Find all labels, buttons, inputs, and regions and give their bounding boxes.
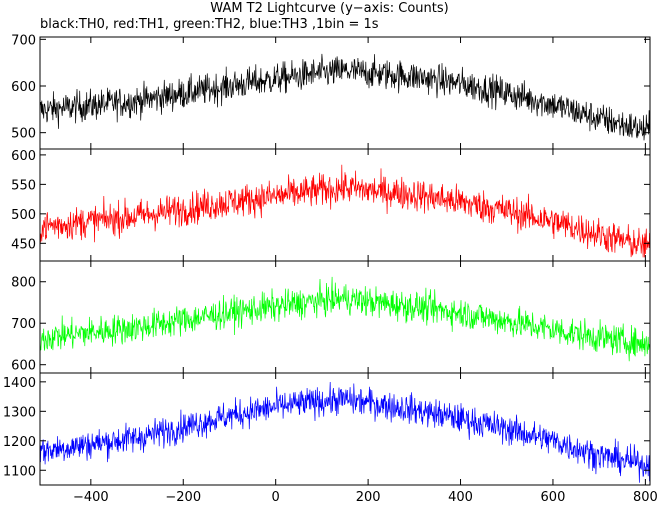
chart-title: WAM T2 Lightcurve (y−axis: Counts): [210, 1, 449, 16]
series-line-th2: [40, 276, 650, 362]
x-tick-label: 0: [272, 490, 280, 505]
y-tick-label: 450: [11, 237, 36, 252]
panel-th0: 500 600 700: [11, 33, 651, 150]
x-tick-label: −400: [73, 490, 109, 505]
panel-frame: [39, 260, 651, 374]
y-tick-label: 500: [11, 127, 36, 142]
series-line-th0: [40, 53, 650, 141]
chart-subtitle: black:TH0, red:TH1, green:TH2, blue:TH3 …: [40, 17, 379, 32]
series-line-th1: [40, 164, 650, 258]
panel-frame: [39, 148, 651, 262]
panel-th2: 600 700 800: [11, 260, 651, 374]
x-tick-label: −200: [165, 490, 201, 505]
panel-frame: [39, 36, 651, 150]
y-tick-label: 500: [11, 208, 36, 223]
panel-th1: 450 500 550 600: [11, 148, 651, 262]
y-tick-label: 700: [11, 317, 36, 332]
panel-th3: 1100 1200 1300 1400: [3, 372, 651, 486]
y-tick-label: 600: [11, 80, 36, 95]
y-tick-label: 600: [11, 359, 36, 374]
y-tick-label: 1200: [3, 435, 36, 450]
x-tick-label: 400: [448, 490, 473, 505]
y-tick-label: 1300: [3, 405, 36, 420]
y-tick-label: 600: [11, 149, 36, 164]
x-tick-label: 600: [541, 490, 566, 505]
panel-frame: [39, 372, 651, 486]
series-line-th3: [40, 381, 650, 483]
y-tick-label: 1400: [3, 376, 36, 391]
y-tick-label: 1100: [3, 464, 36, 479]
y-tick-label: 800: [11, 276, 36, 291]
y-tick-label: 550: [11, 178, 36, 193]
x-tick-label: 200: [356, 490, 381, 505]
x-tick-label: 800: [633, 490, 658, 505]
y-tick-label: 700: [11, 33, 36, 48]
